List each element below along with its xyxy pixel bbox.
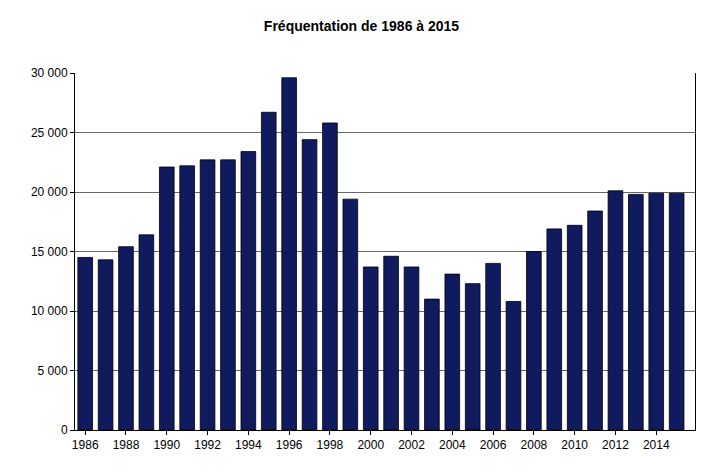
svg-text:2008: 2008 <box>521 438 548 452</box>
svg-text:15 000: 15 000 <box>31 245 68 259</box>
svg-text:1990: 1990 <box>153 438 180 452</box>
svg-text:20 000: 20 000 <box>31 185 68 199</box>
svg-text:10 000: 10 000 <box>31 304 68 318</box>
svg-text:1994: 1994 <box>235 438 262 452</box>
svg-text:1998: 1998 <box>317 438 344 452</box>
svg-text:30 000: 30 000 <box>31 66 68 80</box>
svg-text:2000: 2000 <box>357 438 384 452</box>
svg-text:5 000: 5 000 <box>38 364 68 378</box>
svg-text:25 000: 25 000 <box>31 126 68 140</box>
svg-text:1996: 1996 <box>276 438 303 452</box>
svg-text:2010: 2010 <box>561 438 588 452</box>
svg-text:2002: 2002 <box>398 438 425 452</box>
svg-text:1988: 1988 <box>113 438 140 452</box>
svg-text:2006: 2006 <box>480 438 507 452</box>
svg-text:1992: 1992 <box>194 438 221 452</box>
svg-text:Fréquentation de 1986 à 2015: Fréquentation de 1986 à 2015 <box>264 18 460 34</box>
svg-text:2014: 2014 <box>643 438 670 452</box>
svg-text:2012: 2012 <box>602 438 629 452</box>
svg-text:2004: 2004 <box>439 438 466 452</box>
svg-text:0: 0 <box>61 423 68 437</box>
svg-text:1986: 1986 <box>72 438 99 452</box>
